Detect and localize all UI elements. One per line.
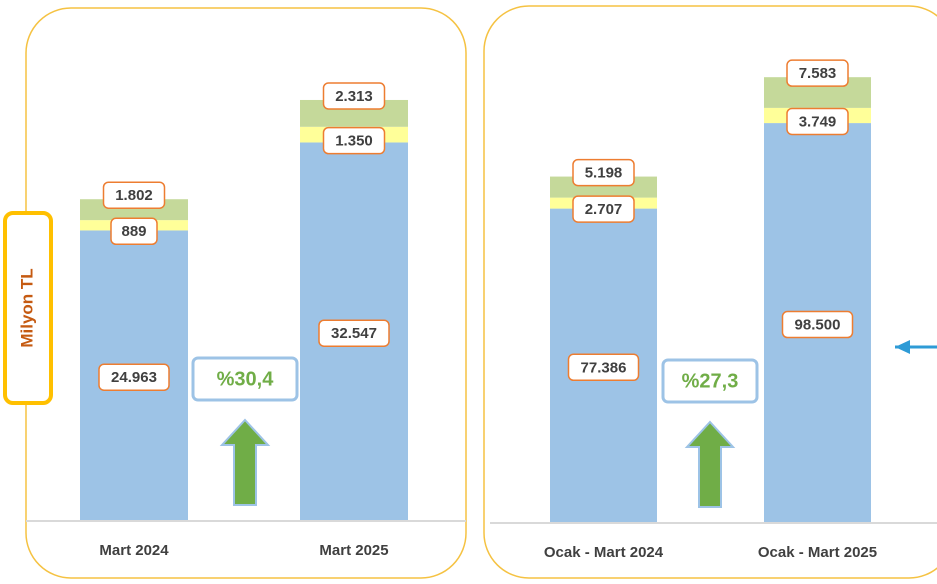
value-label: 1.350 [335,133,373,150]
y-axis-label: Milyon TL [17,268,36,347]
label-box [322,126,386,155]
label-box [781,310,854,339]
y-axis-box [3,211,53,405]
value-label: 7.583 [799,65,837,82]
value-label: 2.313 [335,88,373,105]
annotation-box [191,356,299,402]
arrow-head [895,340,910,354]
label-box [572,158,635,187]
value-label: 1.802 [115,187,153,204]
label-box [322,82,386,110]
label-box [102,181,166,209]
label-box [786,59,849,87]
label-box [110,217,158,246]
label-box [567,353,640,382]
x-tick-label: Ocak - Mart 2025 [758,544,877,561]
growth-arrow [684,420,736,508]
value-label: 889 [121,223,146,240]
growth-arrow [219,418,271,506]
value-label: 24.963 [111,369,157,386]
x-tick-label: Ocak - Mart 2024 [544,544,664,561]
label-box [318,319,390,347]
label-box [572,195,635,223]
value-label: 98.500 [795,317,841,334]
label-box [98,363,170,391]
value-label: 32.547 [331,325,377,342]
panel [483,5,937,579]
annotation: %30,4 [217,368,275,390]
value-label: 3.749 [799,113,837,130]
x-tick-label: Mart 2025 [319,542,388,559]
x-tick-label: Mart 2024 [99,542,169,559]
value-label: 2.707 [585,201,623,218]
value-label: 77.386 [581,359,627,376]
annotation-box [661,358,759,404]
value-label: 5.198 [585,165,623,182]
label-box [786,107,849,136]
annotation: %27,3 [682,370,739,392]
